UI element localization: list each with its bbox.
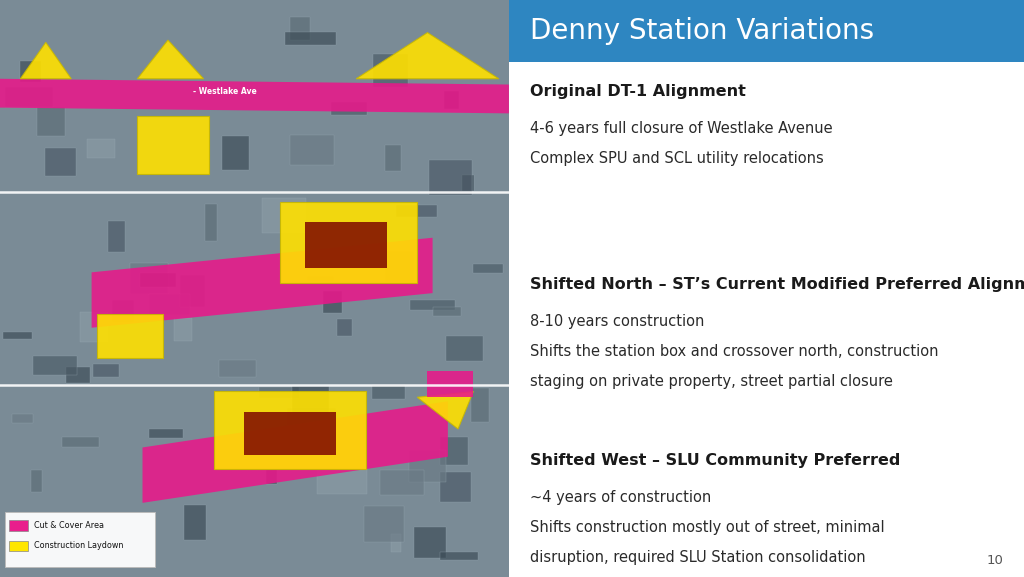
Bar bbox=[180, 275, 205, 307]
Bar bbox=[415, 527, 446, 558]
Bar bbox=[93, 364, 119, 377]
Bar bbox=[385, 145, 401, 171]
Bar bbox=[219, 360, 256, 377]
Text: Complex SPU and SCL utility relocations: Complex SPU and SCL utility relocations bbox=[529, 151, 823, 166]
Bar bbox=[80, 312, 109, 342]
Bar bbox=[174, 319, 191, 340]
Bar bbox=[380, 470, 424, 494]
Bar bbox=[87, 138, 115, 158]
Bar bbox=[439, 437, 468, 465]
Bar bbox=[137, 117, 209, 174]
Bar bbox=[184, 505, 206, 539]
Text: 4-6 years full closure of Westlake Avenue: 4-6 years full closure of Westlake Avenu… bbox=[529, 121, 833, 136]
Text: Cut & Cover Area: Cut & Cover Area bbox=[34, 521, 103, 530]
Bar bbox=[337, 319, 352, 335]
Bar bbox=[245, 412, 336, 455]
Bar bbox=[205, 204, 217, 241]
Bar bbox=[222, 136, 249, 170]
Text: Shifts construction mostly out of street, minimal: Shifts construction mostly out of street… bbox=[529, 520, 884, 535]
Bar bbox=[140, 273, 176, 287]
Bar bbox=[444, 91, 459, 108]
Polygon shape bbox=[137, 40, 204, 79]
Bar bbox=[5, 512, 156, 567]
Bar bbox=[390, 534, 401, 552]
Text: 8-10 years construction: 8-10 years construction bbox=[529, 314, 703, 329]
Bar bbox=[266, 469, 278, 484]
Bar bbox=[5, 87, 53, 107]
Bar bbox=[429, 160, 472, 196]
Bar bbox=[409, 451, 446, 482]
Bar bbox=[324, 291, 342, 313]
Bar bbox=[317, 458, 368, 494]
Bar bbox=[411, 300, 455, 310]
Bar bbox=[130, 263, 168, 294]
Bar bbox=[446, 336, 482, 361]
Bar bbox=[11, 414, 33, 424]
Bar bbox=[439, 472, 471, 501]
Text: Denny Station Variations: Denny Station Variations bbox=[529, 17, 873, 45]
Bar bbox=[509, 0, 1024, 62]
Polygon shape bbox=[20, 43, 72, 79]
Bar bbox=[396, 205, 437, 217]
Bar bbox=[305, 222, 387, 268]
Bar bbox=[45, 148, 76, 176]
Text: disruption, required SLU Station consolidation: disruption, required SLU Station consoli… bbox=[529, 550, 865, 565]
Bar bbox=[291, 17, 310, 40]
Text: Construction Laydown: Construction Laydown bbox=[34, 541, 123, 550]
Bar bbox=[471, 388, 488, 422]
Bar bbox=[433, 306, 461, 316]
Text: ~4 years of construction: ~4 years of construction bbox=[529, 490, 711, 505]
Bar bbox=[280, 202, 418, 283]
Text: staging on private property, street partial closure: staging on private property, street part… bbox=[529, 374, 892, 389]
Bar bbox=[34, 356, 77, 375]
Polygon shape bbox=[0, 79, 509, 113]
Bar bbox=[473, 264, 504, 272]
Polygon shape bbox=[142, 402, 447, 503]
Bar bbox=[9, 541, 29, 551]
Text: - Westlake Ave: - Westlake Ave bbox=[194, 87, 257, 96]
Polygon shape bbox=[356, 33, 499, 79]
Bar bbox=[292, 386, 330, 414]
Bar bbox=[287, 409, 336, 444]
Bar bbox=[364, 507, 404, 542]
Bar bbox=[331, 102, 367, 115]
Bar bbox=[286, 32, 336, 45]
Text: Shifted North – ST’s Current Modified Preferred Alignment: Shifted North – ST’s Current Modified Pr… bbox=[529, 277, 1024, 292]
Bar bbox=[262, 198, 306, 233]
Bar bbox=[103, 315, 152, 321]
Bar bbox=[290, 136, 334, 165]
Bar bbox=[3, 332, 33, 339]
Bar bbox=[67, 368, 89, 383]
Bar bbox=[440, 552, 478, 560]
Bar bbox=[109, 222, 125, 252]
Bar bbox=[9, 520, 29, 531]
Text: Shifts the station box and crossover north, construction: Shifts the station box and crossover nor… bbox=[529, 344, 938, 359]
Bar bbox=[462, 175, 474, 191]
Bar bbox=[214, 391, 367, 470]
Bar bbox=[62, 437, 99, 447]
Bar bbox=[113, 300, 134, 322]
Bar bbox=[372, 385, 406, 399]
Polygon shape bbox=[418, 391, 473, 429]
Bar bbox=[427, 372, 473, 397]
Bar bbox=[148, 429, 183, 438]
Bar bbox=[307, 275, 334, 282]
Bar bbox=[19, 61, 41, 82]
Bar bbox=[259, 387, 299, 398]
Bar bbox=[96, 314, 163, 358]
Polygon shape bbox=[91, 238, 432, 328]
Bar bbox=[31, 470, 42, 493]
Bar bbox=[150, 294, 189, 315]
Bar bbox=[385, 251, 414, 282]
Text: Shifted West – SLU Community Preferred: Shifted West – SLU Community Preferred bbox=[529, 453, 900, 468]
Text: 10: 10 bbox=[986, 553, 1004, 567]
Bar bbox=[373, 54, 408, 87]
Text: Original DT-1 Alignment: Original DT-1 Alignment bbox=[529, 84, 745, 99]
Bar bbox=[37, 107, 65, 136]
